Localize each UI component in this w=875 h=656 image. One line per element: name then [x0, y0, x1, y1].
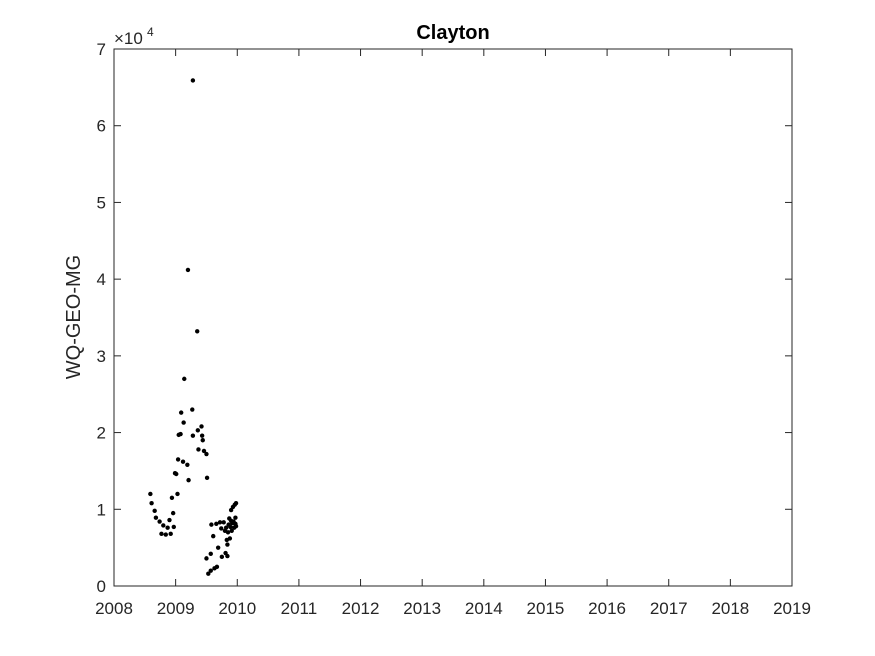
data-point [165, 525, 170, 530]
data-point [190, 407, 195, 412]
data-point [178, 410, 184, 415]
data-point [233, 515, 238, 520]
data-point [195, 428, 201, 433]
data-point [214, 521, 219, 527]
data-point [208, 551, 213, 556]
data-point [159, 531, 164, 537]
data-point [196, 447, 201, 452]
data-point [190, 433, 196, 438]
data-point [169, 495, 175, 500]
data-point [174, 471, 179, 477]
data-point [185, 267, 191, 273]
y-tick-label: 3 [97, 347, 106, 366]
y-axis: 0 1 2 3 4 5 6 7 [97, 40, 792, 596]
data-point [225, 553, 230, 559]
chart-title: Clayton [416, 22, 489, 44]
data-point [181, 420, 186, 425]
data-point [233, 523, 239, 529]
data-point [171, 524, 176, 530]
x-tick-label: 2014 [465, 599, 503, 618]
data-point [152, 508, 157, 514]
data-point [217, 520, 223, 525]
data-point [185, 462, 190, 467]
x-axis: 2008 2009 2010 2011 2012 2013 2014 2015 2016 2017… [95, 49, 811, 618]
data-point [175, 457, 181, 462]
data-point [229, 528, 234, 533]
x-tick-label: 2015 [527, 599, 565, 618]
data-point [219, 526, 224, 531]
x-tick-label: 2010 [218, 599, 256, 618]
data-point [195, 329, 200, 334]
data-point [175, 491, 180, 497]
y-exponent-power: 4 [147, 25, 154, 39]
data-point [170, 510, 176, 516]
data-point [148, 491, 153, 497]
data-point [190, 78, 196, 83]
data-point [208, 568, 213, 573]
y-tick-label: 7 [97, 40, 106, 59]
data-point [157, 519, 162, 524]
x-tick-label: 2008 [95, 599, 133, 618]
data-point [200, 438, 205, 443]
data-point [233, 500, 239, 506]
y-exponent-label: ×10 4 [114, 25, 154, 48]
data-point [204, 556, 209, 561]
y-axis-label: WQ-GEO-MG [63, 255, 85, 379]
data-point [182, 376, 187, 382]
data-point [223, 525, 229, 530]
data-point [178, 431, 183, 437]
x-tick-label: 2009 [157, 599, 195, 618]
plot-area [113, 48, 793, 587]
data-point [221, 520, 226, 525]
data-point [167, 517, 172, 523]
data-point [161, 523, 166, 528]
y-tick-label: 6 [97, 117, 106, 136]
x-tick-label: 2012 [342, 599, 380, 618]
y-tick-label: 5 [97, 193, 106, 212]
data-point [225, 530, 231, 535]
data-point [204, 451, 209, 457]
y-tick-label: 2 [97, 424, 106, 443]
x-tick-label: 2019 [773, 599, 811, 618]
y-tick-label: 1 [97, 500, 106, 519]
y-tick-label: 0 [97, 577, 106, 596]
data-point [149, 500, 154, 506]
x-tick-label: 2016 [588, 599, 626, 618]
data-point [201, 448, 207, 454]
data-point [209, 522, 214, 527]
y-exponent-base: ×10 [114, 29, 143, 48]
data-point [211, 533, 216, 539]
data-point [215, 545, 221, 550]
data-point [199, 424, 204, 429]
data-point [227, 536, 233, 541]
data-point [199, 433, 205, 438]
data-point [214, 564, 220, 570]
data-point [228, 524, 233, 530]
data-points [148, 78, 239, 576]
x-tick-label: 2013 [403, 599, 441, 618]
data-point [153, 515, 159, 520]
data-point [186, 477, 191, 483]
data-point [206, 571, 211, 576]
data-point [168, 531, 173, 537]
data-point [180, 459, 186, 464]
data-point [225, 542, 230, 547]
x-tick-label: 2011 [281, 599, 318, 618]
data-point [219, 554, 225, 560]
x-tick-label: 2018 [711, 599, 749, 618]
data-point [204, 475, 210, 481]
data-point [163, 532, 168, 537]
y-tick-label: 4 [97, 270, 106, 289]
x-tick-label: 2017 [650, 599, 688, 618]
